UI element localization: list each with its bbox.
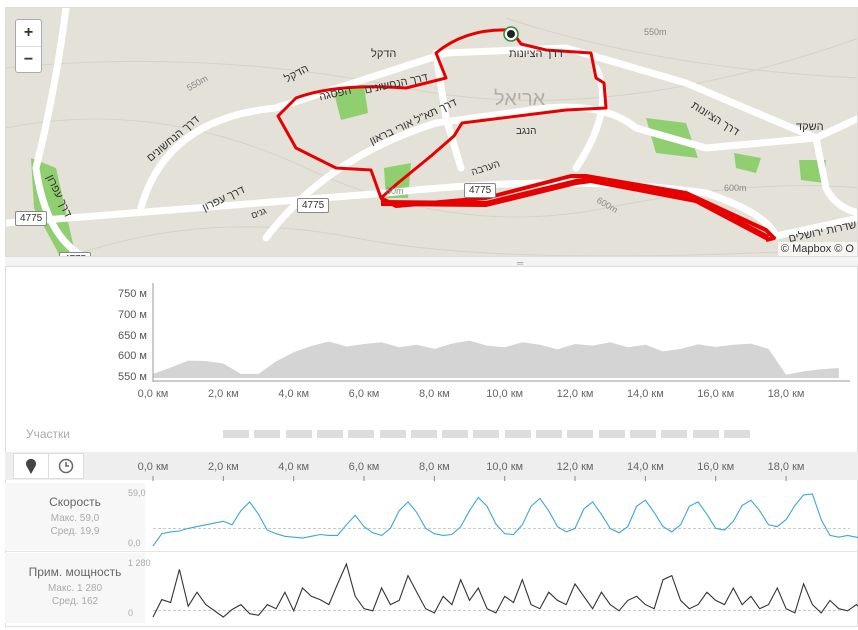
segment-bar [254, 430, 281, 438]
distance-x-tick: 14,0 км [626, 461, 664, 473]
power-axis-max: 1 280 [128, 558, 151, 568]
zoom-out-button[interactable]: − [16, 46, 41, 72]
speed-avg: Сред. 19,9 [50, 526, 100, 537]
segment-bar [442, 430, 469, 438]
street-label: הנגב [516, 126, 537, 137]
checkered-flag-icon [507, 30, 515, 38]
zoom-in-button[interactable]: + [23, 24, 34, 41]
contour-label: 600m [724, 183, 747, 193]
map-pin-icon [26, 458, 36, 474]
segment-bar [692, 430, 719, 438]
map-canvas [6, 8, 857, 256]
speed-stats: Скорость Макс. 59,0 Сред. 19,9 [5, 483, 145, 550]
elevation-x-tick: 16,0 км [697, 388, 735, 400]
elevation-x-tick: 4,0 км [278, 388, 310, 400]
elevation-y-tick: 700 м [118, 308, 147, 321]
segment-bar [723, 430, 750, 438]
distance-x-tick: 8,0 км [418, 461, 450, 473]
segment-bar [379, 430, 406, 438]
elevation-y-tick: 650 м [118, 329, 147, 342]
elevation-x-tick: 2,0 км [207, 388, 239, 400]
elevation-x-tick: 18,0 км [767, 388, 805, 400]
distance-x-tick: 6,0 км [348, 461, 380, 473]
road-shield: 4775 [297, 198, 330, 213]
segment-bar [504, 430, 531, 438]
power-title: Прим. мощность [28, 565, 122, 579]
segment-bar [567, 430, 594, 438]
zoom-control: + − [15, 19, 42, 73]
drag-handle-icon: ═ [517, 258, 524, 268]
segment-bar [285, 430, 312, 438]
segment-bar [316, 430, 343, 438]
contour-label: 550m [644, 27, 667, 37]
row-divider [5, 551, 858, 552]
power-axis-min: 0 [128, 608, 134, 618]
speed-axis-min: 0,0 [128, 538, 141, 548]
elevation-y-tick: 600 м [118, 350, 147, 363]
route-map[interactable]: דרך הציונות דרך הנחשונים הדקל הדקל הפסגה… [5, 7, 858, 257]
elevation-y-tick: 750 м [118, 288, 147, 300]
clock-icon [58, 458, 74, 474]
resize-handle[interactable]: ═ [5, 257, 858, 268]
distance-x-tick: 10,0 км [486, 461, 524, 473]
street-label: הדקל [371, 48, 397, 60]
speed-title: Скорость [49, 495, 101, 509]
speed-max: Макс. 59,0 [50, 513, 100, 524]
speed-axis-max: 59,0 [128, 488, 146, 498]
elevation-x-tick: 0,0 км [137, 388, 169, 400]
distance-x-tick: 0,0 км [137, 461, 169, 473]
segments-label: Участки [26, 427, 70, 441]
power-stats: Прим. мощность Макс. 1 280 Сред. 162 [5, 553, 145, 623]
elevation-x-tick: 8,0 км [418, 388, 450, 400]
elevation-y-tick: 550 м [118, 371, 147, 383]
distance-x-tick: 18,0 км [767, 461, 805, 473]
time-mode-button[interactable] [48, 453, 84, 479]
power-max: Макс. 1 280 [47, 583, 103, 594]
distance-x-tick: 4,0 км [278, 461, 310, 473]
segment-bar [348, 430, 375, 438]
road-shield: 4775 [464, 183, 497, 198]
segment-bar [410, 430, 437, 438]
contour-label: 50m [386, 186, 404, 196]
distance-x-tick: 2,0 км [207, 461, 239, 473]
elevation-x-tick: 10,0 км [486, 388, 524, 400]
distance-mode-button[interactable] [13, 453, 49, 479]
elevation-x-tick: 6,0 км [348, 388, 380, 400]
segment-bar [473, 430, 500, 438]
street-label: השקד [796, 121, 824, 133]
segment-bar [536, 430, 562, 438]
street-label: דרך הציונות [509, 48, 563, 60]
map-attribution[interactable]: © Mapbox © O [777, 242, 857, 256]
chart-toolbar [5, 452, 858, 480]
elevation-x-tick: 14,0 км [626, 388, 664, 400]
elevation-x-tick: 12,0 км [556, 388, 594, 400]
distance-x-tick: 12,0 км [556, 461, 594, 473]
segment-bar [661, 430, 688, 438]
segment-bar [598, 430, 625, 438]
segment-bar [629, 430, 656, 438]
distance-x-tick: 16,0 км [697, 461, 735, 473]
segment-bar [223, 430, 249, 438]
town-label: אריאל [494, 88, 546, 110]
power-avg: Сред. 162 [51, 596, 99, 607]
road-shield: 4775 [15, 211, 48, 226]
road-shield: 4775 [59, 252, 92, 256]
